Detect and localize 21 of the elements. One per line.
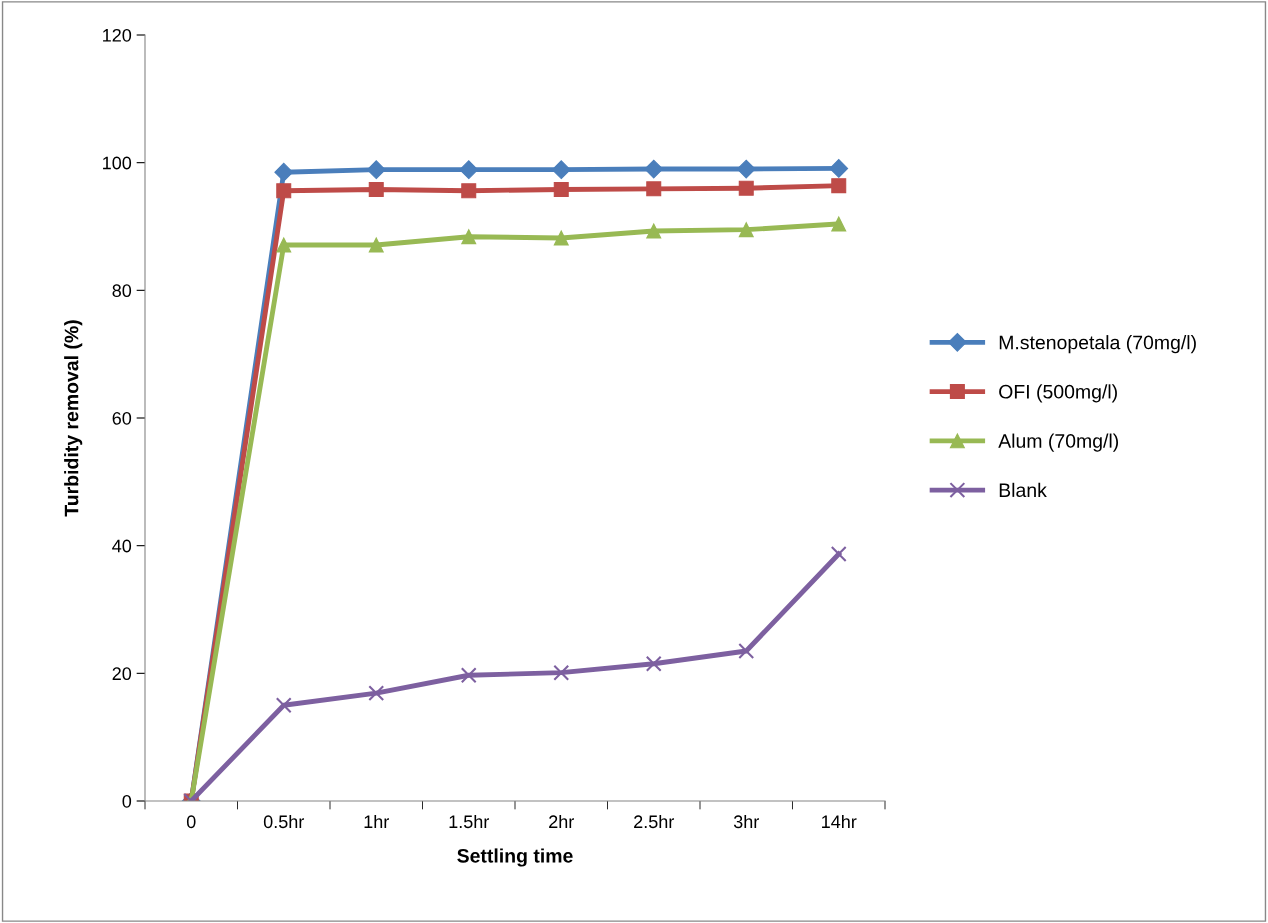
y-axis-title: Turbidity removal (%) (64, 320, 83, 517)
y-tick-label: 20 (112, 667, 132, 681)
x-axis-title: Settling time (457, 848, 573, 867)
y-tick-label: 100 (103, 156, 132, 170)
x-tick-label: 0 (186, 815, 196, 829)
legend-label: Alum (70mg/l) (998, 433, 1119, 452)
legend-label: Blank (999, 482, 1047, 498)
x-tick-label: 0.5hr (263, 814, 305, 829)
y-tick-label: 80 (112, 284, 132, 298)
y-tick-label: 60 (112, 411, 132, 425)
x-tick-label: 1.5hr (449, 814, 490, 829)
x-tick-label: 14hr (822, 814, 857, 828)
x-tick-label: 2hr (549, 814, 574, 828)
x-tick-label: 3hr (733, 814, 759, 829)
y-tick-label: 120 (103, 28, 132, 42)
legend-label: M.stenopetala (70mg/l) (999, 335, 1196, 354)
y-tick-label: 40 (112, 539, 132, 553)
legend-label: OFI (500mg/l) (999, 384, 1117, 403)
x-tick-label: 2.5hr (634, 814, 675, 829)
y-tick-label: 0 (122, 794, 132, 808)
x-tick-label: 1hr (364, 814, 389, 828)
